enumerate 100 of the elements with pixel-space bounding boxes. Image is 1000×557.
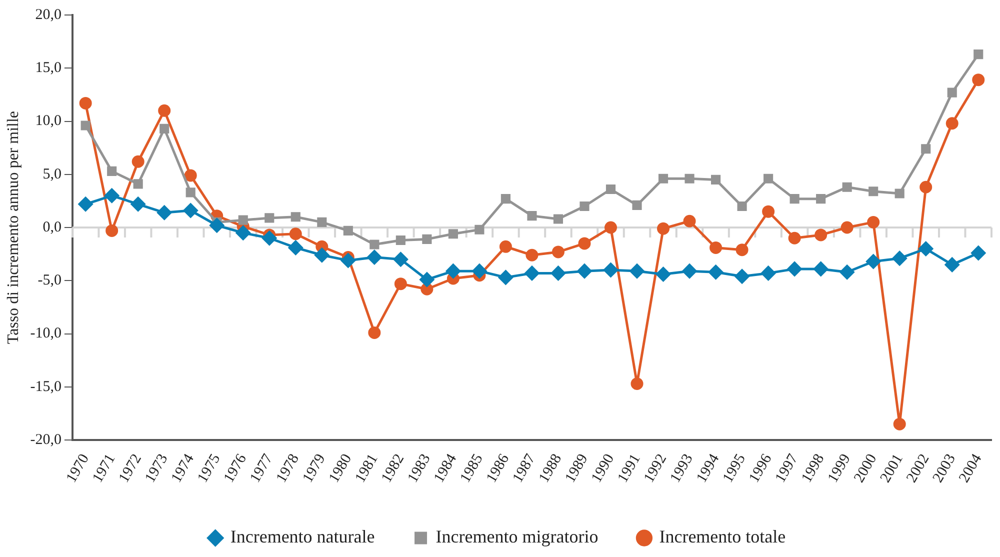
point [578,237,591,250]
point [577,264,592,278]
point [290,212,300,222]
point [186,188,196,198]
point [393,252,408,267]
legend-label: Incremento migratorio [436,526,598,547]
point [632,200,642,210]
y-tick-label: 15,0 [35,60,62,76]
point [370,240,380,250]
point [340,253,356,268]
point [893,418,906,430]
y-tick-label: -20,0 [30,432,62,448]
point [157,205,172,220]
y-tick-label: -15,0 [30,378,62,395]
point [711,174,721,184]
point [736,244,748,256]
y-tick-label: -10,0 [30,326,62,342]
y-tick-label: 5,0 [42,166,62,182]
point [708,264,724,280]
point [658,174,668,184]
point [972,74,985,86]
point [184,169,197,182]
point [606,184,616,194]
point [944,257,960,272]
y-tick-label: -5,0 [38,272,62,289]
y-axis-title: Tasso di incremento annuo per mille [4,110,22,344]
point [814,262,828,276]
point [474,224,484,234]
point [921,144,931,154]
point [160,124,170,134]
point [867,216,880,228]
point [130,196,146,212]
point [866,254,881,269]
point [422,234,432,244]
point [289,228,302,240]
point [762,205,775,218]
y-tick-label: 20,0 [35,6,62,23]
point [971,246,986,260]
point [580,201,590,212]
point [526,248,538,262]
point [840,221,854,234]
point [790,194,800,204]
point [604,221,617,234]
point [106,224,118,237]
point [894,188,904,198]
point [814,228,828,242]
point [764,174,774,184]
y-tick-label: 10,0 [35,113,62,130]
point [527,211,537,221]
point [946,117,958,130]
point [868,186,878,196]
point [78,196,93,212]
point [684,174,694,184]
point [288,240,303,255]
point [842,182,852,192]
point [104,188,120,203]
point [210,218,224,233]
legend-label: Incremento naturale [230,526,375,547]
point [552,246,564,258]
point [238,215,248,225]
point [682,264,697,278]
point [524,266,540,280]
y-tick-label: 0,0 [42,219,62,236]
point [396,235,406,246]
point [947,88,957,98]
point [367,250,382,265]
point [761,266,776,280]
point [918,242,934,256]
point [498,270,513,285]
point [236,226,250,240]
point [264,213,274,223]
point [80,120,90,130]
point [710,241,722,254]
point [974,50,984,60]
point [683,214,696,228]
point [734,269,750,284]
point [892,251,907,266]
point [472,264,487,278]
point [816,194,826,204]
point [158,104,171,117]
point [368,326,381,339]
legend-label: Incremento totale [659,526,786,547]
point [262,230,277,246]
point [132,155,144,168]
point [920,180,932,194]
point [420,272,434,287]
point [840,264,854,280]
point [446,264,460,278]
point [656,267,671,282]
point [499,240,512,253]
point [183,203,198,218]
point [448,229,458,239]
point [500,194,510,204]
point [787,262,802,276]
point [657,222,670,235]
point [630,264,644,278]
point [630,377,644,390]
point [107,166,117,176]
point [550,266,566,280]
point [343,226,353,236]
